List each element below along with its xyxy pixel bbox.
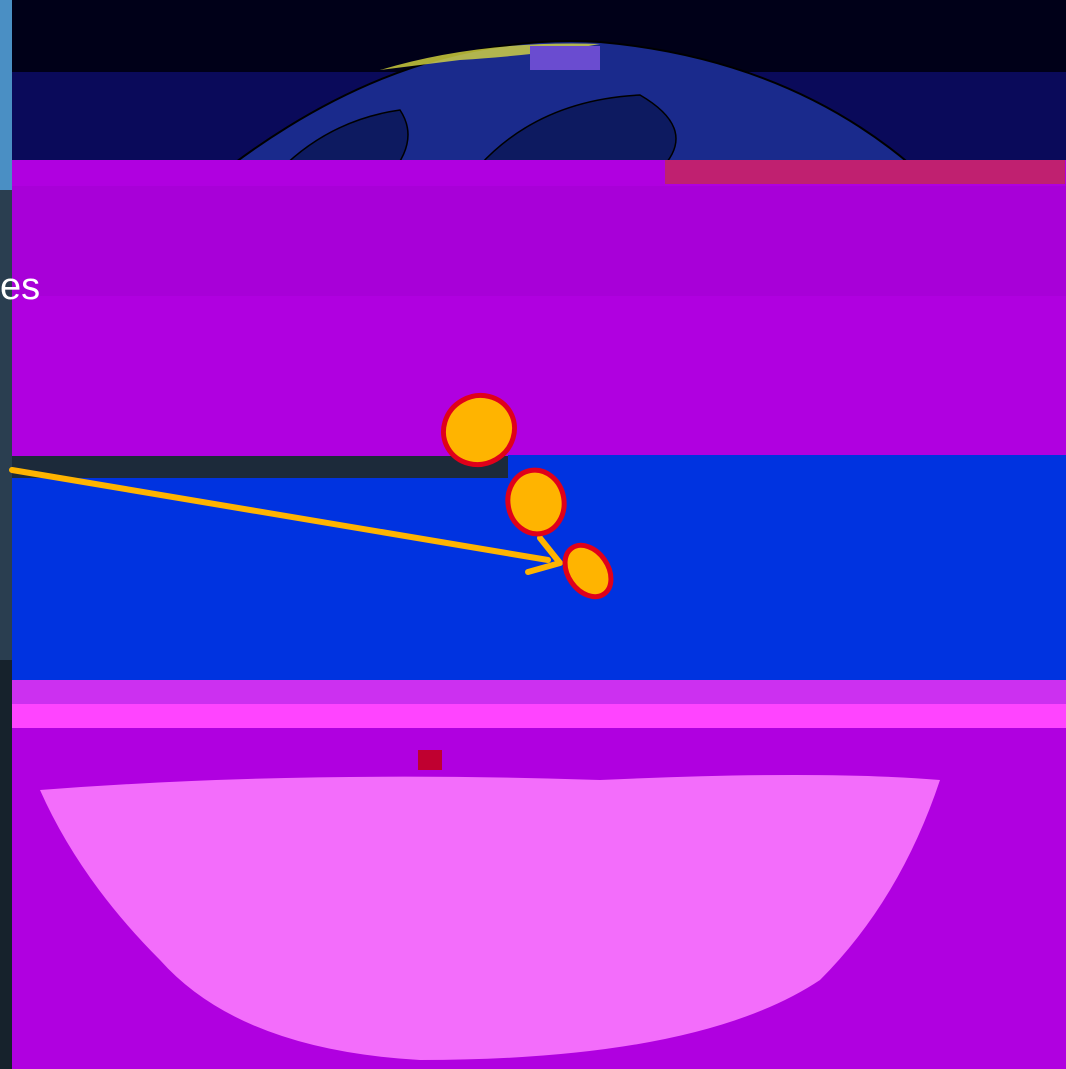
magenta-band-1 — [12, 186, 1066, 296]
magenta-band-2 — [12, 296, 1066, 456]
glitch-block-top — [530, 46, 600, 70]
ellipse-marker — [505, 467, 567, 537]
red-stripe-top — [665, 160, 1065, 184]
pink-landmass — [40, 775, 940, 1060]
left-strip-top — [0, 0, 12, 190]
slide-partial-text: es — [0, 266, 41, 308]
left-strip-bottom — [0, 660, 12, 1069]
land-shape-2 — [478, 94, 677, 171]
ellipse-marker — [562, 542, 614, 600]
land-shape-1 — [278, 109, 409, 176]
pink-stripe — [12, 704, 1066, 728]
ellipse-marker — [440, 392, 518, 468]
left-strip-middle — [0, 190, 12, 660]
small-red-mark — [418, 750, 442, 770]
arrow-line — [9, 467, 551, 563]
left-edge-strip — [0, 0, 12, 1069]
arrow-icon — [525, 535, 563, 575]
